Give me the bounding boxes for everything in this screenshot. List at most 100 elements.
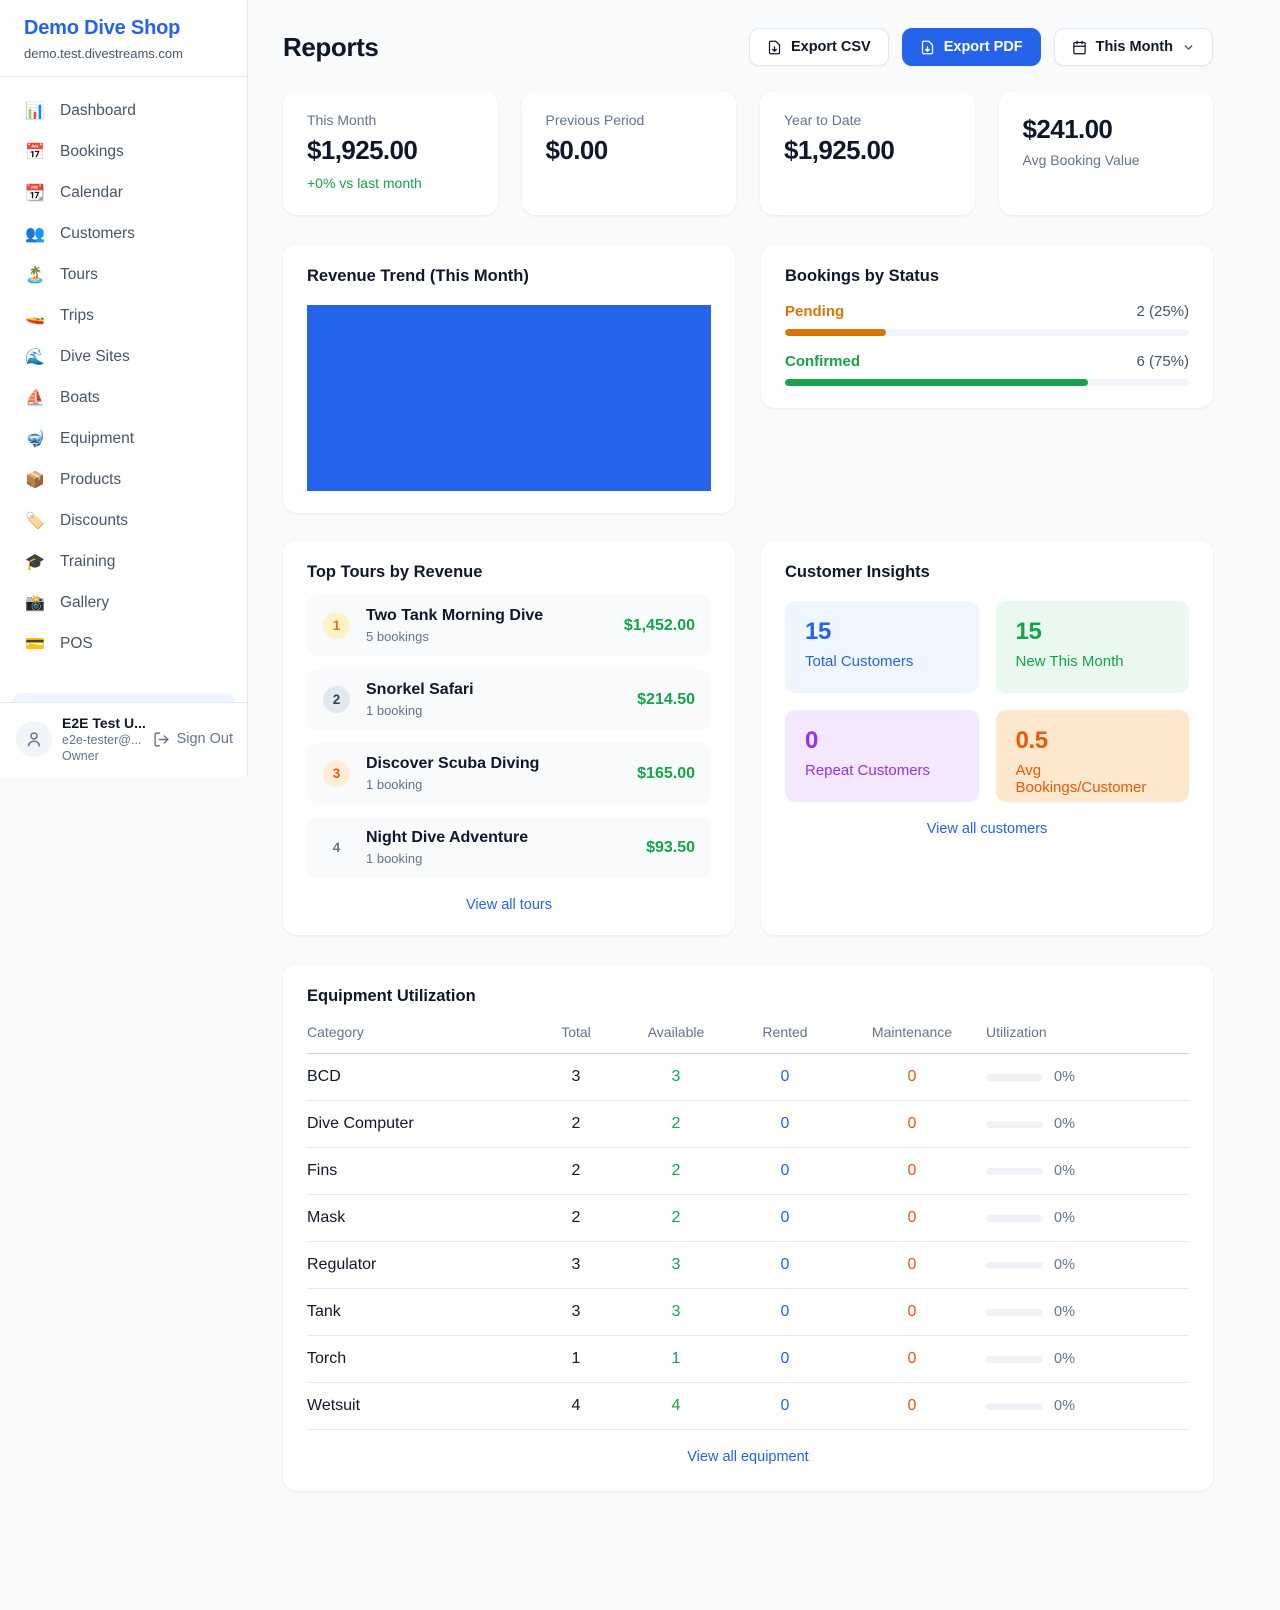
equipment-rented: 0 [780, 1068, 790, 1085]
equipment-total: 3 [571, 1303, 581, 1320]
bookings-by-status-title: Bookings by Status [785, 267, 940, 285]
stat-delta: +0% vs last month [307, 175, 422, 191]
sidebar-item-pos[interactable]: 💳 POS [12, 624, 235, 664]
equipment-maintenance: 0 [907, 1068, 917, 1085]
equipment-maintenance: 0 [907, 1115, 917, 1132]
sidebar-item-training[interactable]: 🎓 Training [12, 542, 235, 582]
avatar [16, 721, 52, 757]
sign-out-button[interactable]: Sign Out [153, 731, 233, 748]
tour-row: 1 Two Tank Morning Dive 5 bookings $1,45… [307, 595, 711, 656]
stat-card-this-month: This Month $1,925.00 +0% vs last month [283, 91, 498, 215]
utilization-percent: 0% [1054, 1304, 1075, 1320]
export-pdf-button[interactable]: Export PDF [901, 28, 1041, 66]
status-row-pending: Pending 2 (25%) [785, 303, 1189, 336]
table-row: Wetsuit 4 4 0 0 0% [307, 1383, 1189, 1430]
stat-value: $0.00 [545, 135, 609, 165]
equipment-rented: 0 [780, 1303, 790, 1320]
sidebar-item-bookings[interactable]: 📅 Bookings [12, 132, 235, 172]
status-progress-fill [785, 379, 1088, 386]
stat-value: $1,925.00 [307, 135, 418, 165]
customers-icon: 👥 [25, 226, 45, 243]
utilization-percent: 0% [1054, 1116, 1075, 1132]
header-actions: Export CSV Export PDF This Month [748, 28, 1213, 66]
sidebar-item-label: Discounts [60, 512, 129, 529]
equipment-utilization-cell: 0% [986, 1210, 1189, 1226]
tile-value: 0 [805, 727, 818, 754]
equipment-category: Regulator [307, 1256, 377, 1273]
tile-value: 0.5 [1015, 727, 1049, 754]
sidebar-item-products[interactable]: 📦 Products [12, 460, 235, 500]
view-all-customers-link[interactable]: View all customers [926, 821, 1048, 837]
sidebar-item-discounts[interactable]: 🏷️ Discounts [12, 501, 235, 541]
tours-icon: 🏝️ [25, 267, 45, 284]
status-label: Confirmed [785, 353, 860, 370]
equipment-category: Tank [307, 1303, 341, 1320]
tile-value: 15 [805, 618, 831, 645]
user-role: Owner [62, 749, 99, 763]
tile-avg-bookings-customer: 0.5 Avg Bookings/Customer [995, 710, 1189, 802]
sidebar-item-active-partial[interactable] [12, 693, 235, 702]
sidebar-item-label: Gallery [60, 594, 110, 611]
sidebar-item-label: Training [60, 553, 116, 570]
sidebar-item-label: POS [60, 635, 93, 652]
sidebar-item-boats[interactable]: ⛵ Boats [12, 378, 235, 418]
equipment-maintenance: 0 [907, 1397, 917, 1414]
rank-badge: 2 [323, 686, 350, 713]
tile-label: Avg Bookings/Customer [1015, 762, 1147, 796]
utilization-percent: 0% [1054, 1069, 1075, 1085]
sidebar-item-label: Dive Sites [60, 348, 130, 365]
equipment-table-header: Category Total Available Rented Maintena… [307, 1006, 1189, 1054]
equipment-utilization-cell: 0% [986, 1351, 1189, 1367]
equipment-utilization-card: Equipment Utilization Category Total Ava… [283, 965, 1213, 1491]
user-email: e2e-tester@... [62, 733, 142, 747]
bookings-by-status-card: Bookings by Status Pending 2 (25%) Confi… [761, 245, 1213, 408]
sidebar-item-dashboard[interactable]: 📊 Dashboard [12, 91, 235, 131]
period-dropdown[interactable]: This Month [1053, 28, 1213, 66]
sidebar-item-gallery[interactable]: 📸 Gallery [12, 583, 235, 623]
export-csv-label: Export CSV [790, 39, 871, 55]
status-count: 2 (25%) [1136, 303, 1189, 320]
equipment-utilization-cell: 0% [986, 1398, 1189, 1414]
status-label: Pending [785, 303, 845, 320]
equipment-rented: 0 [780, 1209, 790, 1226]
equipment-rented: 0 [780, 1397, 790, 1414]
stat-label: Avg Booking Value [1022, 152, 1140, 168]
view-all-tours-link[interactable]: View all tours [466, 897, 552, 913]
sidebar-item-equipment[interactable]: 🤿 Equipment [12, 419, 235, 459]
sidebar-header: Demo Dive Shop demo.test.divestreams.com [0, 0, 247, 77]
tour-revenue: $93.50 [646, 838, 695, 856]
sidebar-item-trips[interactable]: 🚤 Trips [12, 296, 235, 336]
sidebar-nav: 📊 Dashboard 📅 Bookings 📆 Calendar 👥 Cust… [0, 77, 247, 693]
file-down-icon [921, 40, 933, 54]
boats-icon: ⛵ [25, 390, 45, 407]
training-icon: 🎓 [25, 554, 45, 571]
rank-badge: 1 [323, 612, 350, 639]
sidebar-item-dive-sites[interactable]: 🌊 Dive Sites [12, 337, 235, 377]
column-header-utilization: Utilization [986, 1024, 1047, 1040]
view-all-equipment-link[interactable]: View all equipment [687, 1449, 809, 1465]
logout-icon [153, 731, 169, 747]
tile-repeat-customers: 0 Repeat Customers [785, 710, 979, 802]
sidebar-item-label: Boats [60, 389, 100, 406]
equipment-available: 2 [671, 1209, 681, 1226]
column-header-total: Total [561, 1024, 591, 1040]
export-csv-button[interactable]: Export CSV [748, 28, 889, 66]
tour-bookings: 1 booking [366, 851, 423, 866]
sidebar-item-tours[interactable]: 🏝️ Tours [12, 255, 235, 295]
utilization-bar [986, 1120, 1043, 1128]
person-icon [28, 732, 40, 747]
equipment-category: BCD [307, 1068, 341, 1085]
equipment-available: 2 [671, 1162, 681, 1179]
tile-label: New This Month [1015, 653, 1124, 670]
products-icon: 📦 [25, 472, 45, 489]
sidebar-item-customers[interactable]: 👥 Customers [12, 214, 235, 254]
revenue-trend-card: Revenue Trend (This Month) [283, 245, 735, 513]
equipment-icon: 🤿 [25, 431, 45, 448]
equipment-rented: 0 [780, 1256, 790, 1273]
sidebar-item-calendar[interactable]: 📆 Calendar [12, 173, 235, 213]
equipment-category: Torch [307, 1350, 347, 1367]
tour-name: Night Dive Adventure [366, 829, 529, 846]
sidebar: Demo Dive Shop demo.test.divestreams.com… [0, 0, 248, 777]
main-content: Reports Export CSV Export PDF This Month… [248, 0, 1280, 1491]
equipment-category: Fins [307, 1162, 338, 1179]
